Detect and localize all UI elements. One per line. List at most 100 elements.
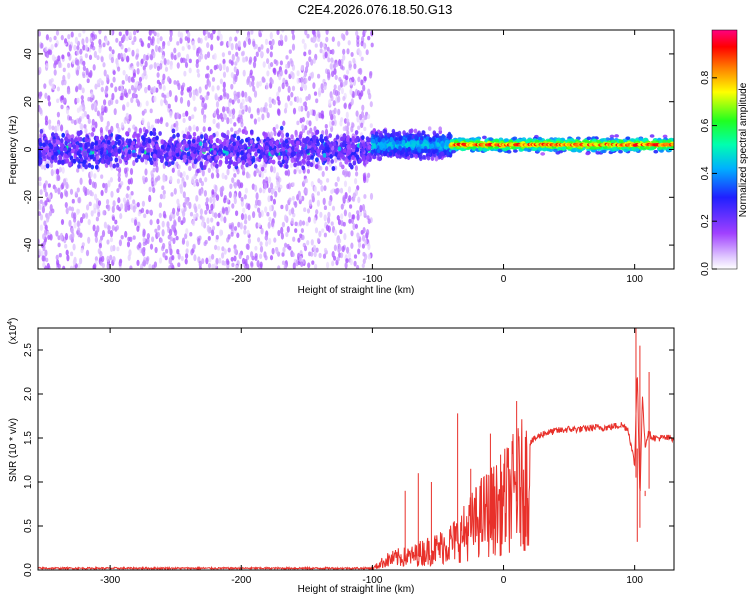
heatmap-cell xyxy=(281,159,286,165)
heatmap-cell xyxy=(197,155,201,161)
heatmap-cell xyxy=(192,124,196,131)
heatmap-cell xyxy=(328,143,333,148)
heatmap-cell xyxy=(188,115,192,121)
heatmap-cell xyxy=(277,229,281,237)
heatmap-cell xyxy=(84,137,88,143)
heatmap-cell xyxy=(242,257,246,265)
heatmap-cell xyxy=(250,30,254,35)
heatmap-cell xyxy=(205,203,210,211)
heatmap-cell xyxy=(284,159,289,165)
heatmap-cell xyxy=(144,176,148,183)
heatmap-cell xyxy=(120,181,124,186)
heatmap-cell xyxy=(85,249,90,257)
heatmap-cell xyxy=(211,189,215,195)
heatmap-cell xyxy=(258,187,263,194)
heatmap-cell xyxy=(272,67,276,73)
heatmap-cell xyxy=(45,63,49,68)
heatmap-cell xyxy=(246,153,251,159)
heatmap-cell xyxy=(256,148,261,154)
heatmap-cell xyxy=(343,148,347,154)
heatmap-cell xyxy=(369,192,374,200)
heatmap-cell xyxy=(205,197,209,203)
heatmap-cell xyxy=(234,75,238,83)
heatmap-cell xyxy=(331,70,335,78)
heatmap-cell xyxy=(314,227,319,234)
heatmap-cell xyxy=(230,127,234,132)
heatmap-cell xyxy=(83,124,87,129)
heatmap-cell xyxy=(369,101,373,108)
heatmap-cell xyxy=(306,120,310,125)
heatmap-cell xyxy=(350,230,354,237)
heatmap-cell xyxy=(125,35,129,42)
heatmap-cell xyxy=(130,217,135,223)
heatmap-cell xyxy=(356,35,360,40)
heatmap-cell xyxy=(254,43,258,50)
heatmap-cell xyxy=(104,37,108,45)
heatmap-cell xyxy=(43,164,47,171)
heatmap-cell xyxy=(281,30,285,33)
heatmap-cell xyxy=(148,209,153,215)
heatmap-cell xyxy=(78,153,83,159)
heatmap-cell xyxy=(95,135,100,141)
heatmap-cell xyxy=(182,216,186,224)
heatmap-cell xyxy=(177,51,181,58)
heatmap-cell xyxy=(252,61,257,69)
heatmap-cell xyxy=(60,124,64,132)
heatmap-cell xyxy=(214,95,218,101)
heatmap-cell xyxy=(264,38,269,46)
heatmap-cell xyxy=(113,108,117,116)
heatmap-cell xyxy=(233,247,237,255)
heatmap-cell xyxy=(356,115,360,123)
heatmap-cell xyxy=(168,90,172,97)
heatmap-cell xyxy=(269,51,273,58)
heatmap-cell xyxy=(169,236,173,242)
heatmap-cell xyxy=(207,126,212,132)
heatmap-cell xyxy=(291,252,295,258)
heatmap-cell xyxy=(126,101,130,108)
heatmap-cell xyxy=(306,33,310,39)
heatmap-cell xyxy=(294,130,298,138)
heatmap-cell xyxy=(294,147,299,153)
heatmap-cell xyxy=(84,53,88,59)
heatmap-cell xyxy=(328,133,333,139)
heatmap-cell xyxy=(159,237,163,244)
heatmap-cell xyxy=(183,158,187,163)
heatmap-cell xyxy=(273,237,277,243)
heatmap-cell xyxy=(317,152,321,158)
heatmap-cell xyxy=(81,113,85,119)
heatmap-cell xyxy=(281,260,286,265)
heatmap-cell xyxy=(226,260,230,265)
heatmap-cell xyxy=(171,146,175,152)
heatmap-cell xyxy=(236,168,240,175)
heatmap-cell xyxy=(350,51,354,58)
heatmap-cell xyxy=(63,147,68,153)
heatmap-cell xyxy=(427,126,432,131)
heatmap-cell xyxy=(245,243,249,250)
heatmap-cell xyxy=(304,138,308,143)
heatmap-cell xyxy=(71,231,75,240)
heatmap-cell xyxy=(314,164,319,169)
heatmap-cell xyxy=(100,235,104,241)
heatmap-cell xyxy=(44,191,49,198)
heatmap-cell xyxy=(117,52,121,60)
heatmap-cell xyxy=(191,138,196,144)
heatmap-cell xyxy=(100,86,104,93)
heatmap-cell xyxy=(93,203,97,210)
heatmap-cell xyxy=(305,149,310,154)
heatmap-cell xyxy=(119,144,124,150)
heatmap-cell xyxy=(316,148,320,154)
heatmap-cell xyxy=(210,150,215,155)
heatmap-cell xyxy=(362,234,366,242)
heatmap-cell xyxy=(177,215,181,223)
heatmap-cell xyxy=(238,191,242,199)
heatmap-cell xyxy=(72,243,76,251)
heatmap-cell xyxy=(303,179,307,184)
heatmap-cell xyxy=(291,207,295,215)
heatmap-cell xyxy=(279,125,284,131)
heatmap-cell xyxy=(233,66,237,73)
heatmap-cell xyxy=(331,250,335,258)
heatmap-cell xyxy=(236,232,240,239)
heatmap-cell xyxy=(215,163,219,169)
heatmap-cell xyxy=(369,71,373,76)
heatmap-cell xyxy=(259,253,263,260)
